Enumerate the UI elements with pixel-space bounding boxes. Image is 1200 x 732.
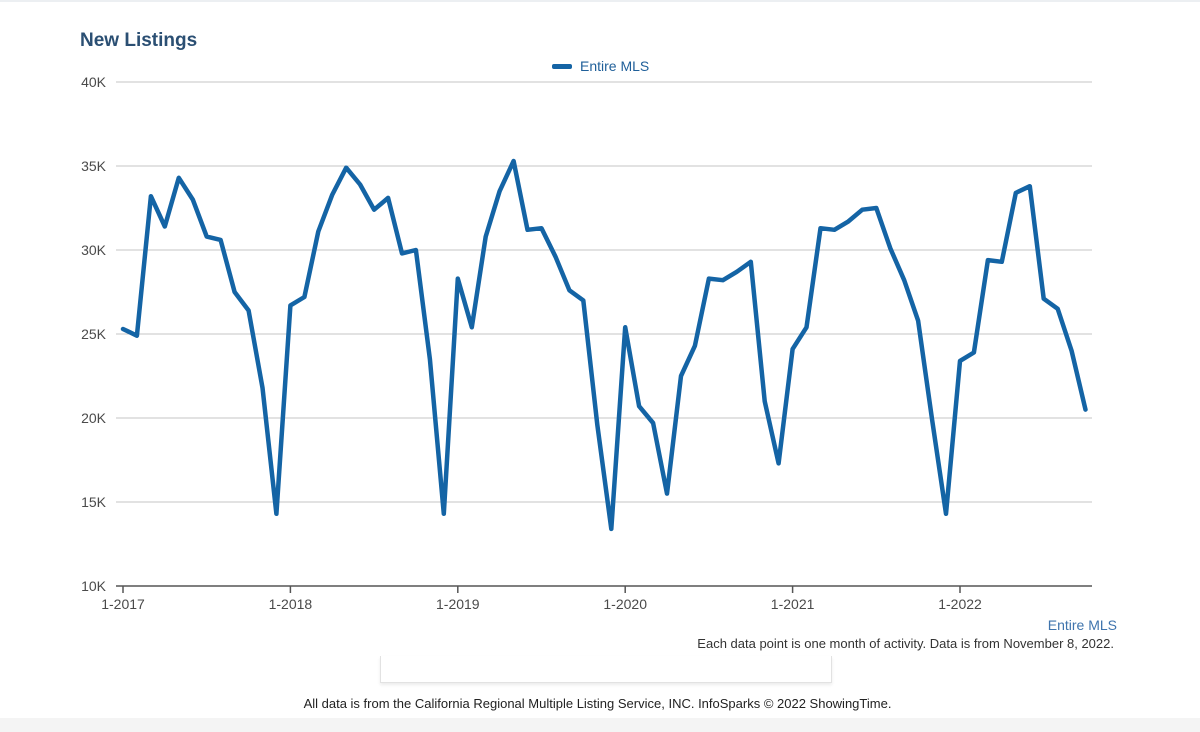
data-point[interactable] xyxy=(414,248,418,252)
x-tick-label: 1-2020 xyxy=(603,596,647,612)
data-point[interactable] xyxy=(274,512,278,516)
data-point[interactable] xyxy=(540,226,544,230)
y-tick-label: 30K xyxy=(81,242,107,258)
bottom-band xyxy=(0,718,1200,732)
data-point[interactable] xyxy=(944,512,948,516)
data-point[interactable] xyxy=(930,418,934,422)
data-point[interactable] xyxy=(609,527,613,531)
chart-title: New Listings xyxy=(80,30,198,51)
data-point[interactable] xyxy=(623,325,627,329)
x-tick-label: 1-2021 xyxy=(771,596,815,612)
data-point[interactable] xyxy=(651,421,655,425)
data-point[interactable] xyxy=(819,226,823,230)
data-point[interactable] xyxy=(595,423,599,427)
data-point[interactable] xyxy=(1084,408,1088,412)
y-tick-label: 20K xyxy=(81,410,107,426)
data-point[interactable] xyxy=(707,277,711,281)
data-point[interactable] xyxy=(372,208,376,212)
series-tag: Entire MLS xyxy=(1047,617,1117,633)
data-point[interactable] xyxy=(581,298,585,302)
data-point[interactable] xyxy=(874,206,878,210)
data-point[interactable] xyxy=(498,189,502,193)
data-point[interactable] xyxy=(288,303,292,307)
data-point[interactable] xyxy=(121,327,125,331)
data-point[interactable] xyxy=(428,357,432,361)
data-point[interactable] xyxy=(316,230,320,234)
data-point[interactable] xyxy=(846,219,850,223)
data-point[interactable] xyxy=(1028,184,1032,188)
data-point[interactable] xyxy=(233,290,237,294)
data-point[interactable] xyxy=(693,344,697,348)
y-tick-label: 40K xyxy=(81,74,107,90)
x-tick-label: 1-2017 xyxy=(101,596,145,612)
data-point[interactable] xyxy=(637,404,641,408)
data-point[interactable] xyxy=(916,319,920,323)
data-point[interactable] xyxy=(805,325,809,329)
data-point[interactable] xyxy=(456,277,460,281)
x-tick-label: 1-2019 xyxy=(436,596,480,612)
data-point[interactable] xyxy=(1056,307,1060,311)
data-point[interactable] xyxy=(261,386,265,390)
data-point[interactable] xyxy=(972,350,976,354)
data-point[interactable] xyxy=(902,278,906,282)
data-point[interactable] xyxy=(512,159,516,163)
data-point[interactable] xyxy=(553,255,557,259)
data-point[interactable] xyxy=(386,196,390,200)
data-point[interactable] xyxy=(358,182,362,186)
top-border xyxy=(0,0,1200,2)
data-point[interactable] xyxy=(247,308,251,312)
legend-swatch xyxy=(552,63,572,69)
data-point[interactable] xyxy=(735,270,739,274)
data-point[interactable] xyxy=(777,461,781,465)
y-tick-label: 35K xyxy=(81,158,107,174)
legend[interactable]: Entire MLS xyxy=(552,58,649,74)
series-line-entire-mls[interactable] xyxy=(120,158,1088,532)
data-point[interactable] xyxy=(665,492,669,496)
data-point[interactable] xyxy=(526,228,530,232)
data-point[interactable] xyxy=(888,246,892,250)
data-point[interactable] xyxy=(442,512,446,516)
data-point[interactable] xyxy=(1014,191,1018,195)
data-point[interactable] xyxy=(400,251,404,255)
y-tick-label: 15K xyxy=(81,494,107,510)
data-point[interactable] xyxy=(791,347,795,351)
x-tick-label: 1-2022 xyxy=(938,596,982,612)
y-tick-label: 10K xyxy=(81,578,107,594)
data-point[interactable] xyxy=(205,235,209,239)
data-note: Each data point is one month of activity… xyxy=(697,636,1114,651)
data-point[interactable] xyxy=(302,295,306,299)
footer-credit: All data is from the California Regional… xyxy=(303,696,892,711)
data-point[interactable] xyxy=(679,374,683,378)
data-point[interactable] xyxy=(344,166,348,170)
data-point[interactable] xyxy=(191,198,195,202)
data-point[interactable] xyxy=(163,224,167,228)
data-point[interactable] xyxy=(749,260,753,264)
data-point[interactable] xyxy=(763,399,767,403)
data-point[interactable] xyxy=(470,325,474,329)
data-point[interactable] xyxy=(135,334,139,338)
data-point[interactable] xyxy=(986,258,990,262)
data-point[interactable] xyxy=(219,238,223,242)
legend-label: Entire MLS xyxy=(580,58,650,74)
data-point[interactable] xyxy=(177,176,181,180)
x-tick-label: 1-2018 xyxy=(269,596,313,612)
data-point[interactable] xyxy=(484,235,488,239)
y-tick-label: 25K xyxy=(81,326,107,342)
data-point[interactable] xyxy=(958,359,962,363)
data-point[interactable] xyxy=(832,228,836,232)
data-point[interactable] xyxy=(1000,260,1004,264)
data-point[interactable] xyxy=(1042,297,1046,301)
panel-box xyxy=(380,656,832,683)
data-point[interactable] xyxy=(1070,349,1074,353)
data-point[interactable] xyxy=(721,278,725,282)
data-point[interactable] xyxy=(860,208,864,212)
data-point[interactable] xyxy=(567,288,571,292)
data-point[interactable] xyxy=(149,194,153,198)
data-point[interactable] xyxy=(330,193,334,197)
